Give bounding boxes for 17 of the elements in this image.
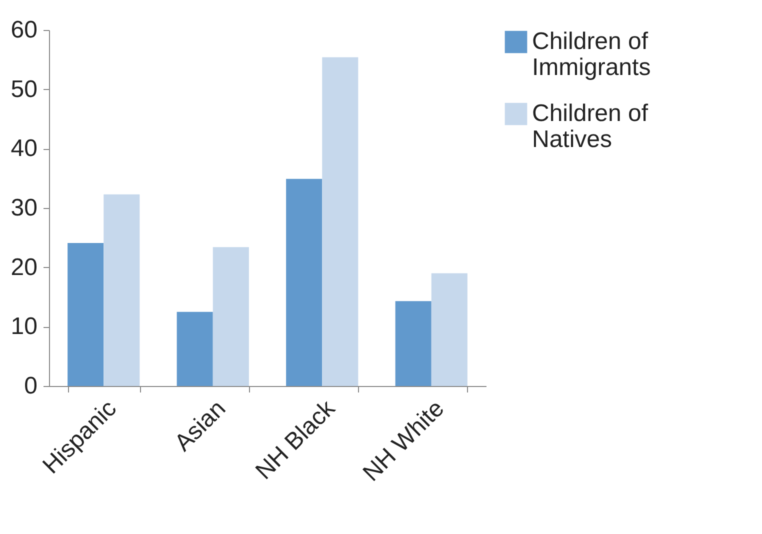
bar <box>68 243 104 386</box>
bar <box>395 301 432 386</box>
y-tick-label: 40 <box>10 135 38 162</box>
y-tick-label: 50 <box>10 76 38 103</box>
bar <box>176 312 213 386</box>
bar <box>212 247 249 386</box>
bar <box>431 273 468 386</box>
bar <box>286 178 322 386</box>
legend-label: Children of Immigrants <box>532 28 651 81</box>
bar <box>322 57 358 386</box>
y-tick-label: 20 <box>10 254 38 281</box>
legend-label: Children of Natives <box>532 100 648 153</box>
y-tick-label: 0 <box>24 372 38 400</box>
y-tick-label: 60 <box>10 16 38 44</box>
bar <box>104 194 140 386</box>
y-tick-label: 10 <box>10 313 38 340</box>
y-tick-label: 30 <box>10 194 38 222</box>
